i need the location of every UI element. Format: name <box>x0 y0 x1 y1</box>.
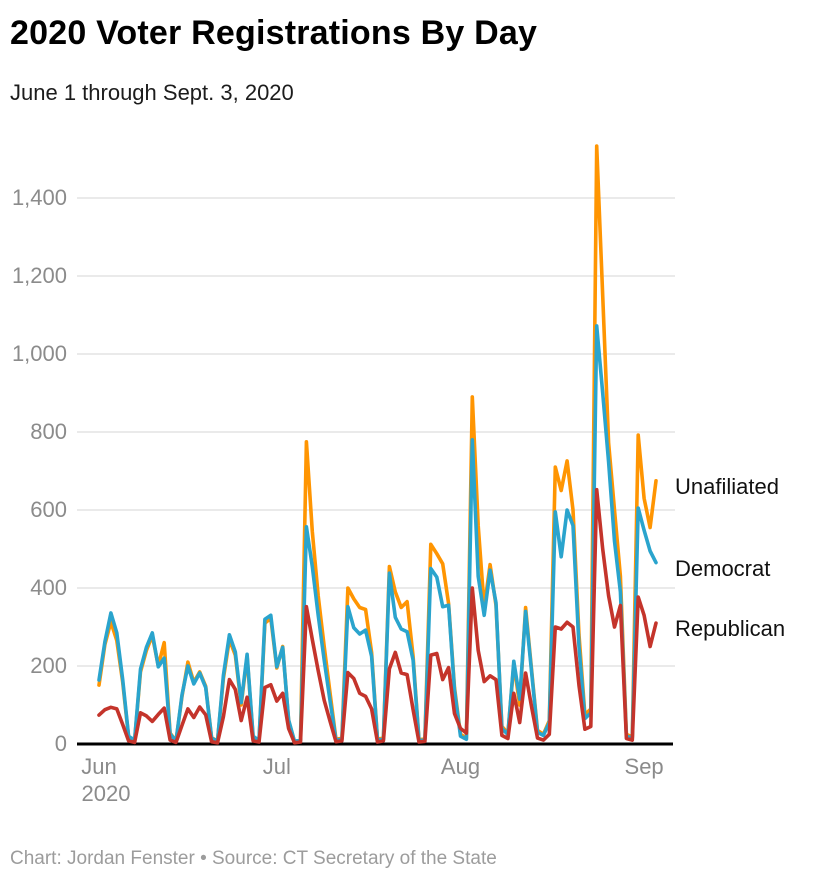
y-axis-tick-label: 400 <box>30 575 67 600</box>
series-label-democrat: Democrat <box>675 555 771 581</box>
chart-subtitle: June 1 through Sept. 3, 2020 <box>10 80 294 105</box>
y-axis-tick-label: 0 <box>54 731 67 756</box>
y-axis-tick-label: 200 <box>30 653 67 678</box>
x-axis-tick-label: Sep <box>624 754 664 779</box>
y-axis-tick-label: 1,400 <box>11 185 67 210</box>
x-axis-tick-label: Aug <box>440 754 481 779</box>
series-line-republican[interactable] <box>97 487 658 745</box>
chart-title: 2020 Voter Registrations By Day <box>10 14 538 52</box>
x-axis-tick-label: Jun <box>81 754 117 779</box>
series-label-republican: Republican <box>675 616 786 642</box>
chart-attribution: Chart: Jordan Fenster • Source: CT Secre… <box>10 848 497 869</box>
y-axis-tick-label: 600 <box>30 497 67 522</box>
y-axis-tick-label: 1,000 <box>11 341 67 366</box>
series-line-democrat[interactable] <box>97 324 658 744</box>
series-line-unafiliated[interactable] <box>97 144 658 744</box>
x-axis-year-label: 2020 <box>81 781 131 806</box>
y-axis-tick-label: 1,200 <box>11 263 67 288</box>
y-axis-tick-label: 800 <box>30 419 67 444</box>
series-label-unafiliated: Unafiliated <box>675 473 779 499</box>
x-axis-tick-label: Jul <box>262 754 291 779</box>
